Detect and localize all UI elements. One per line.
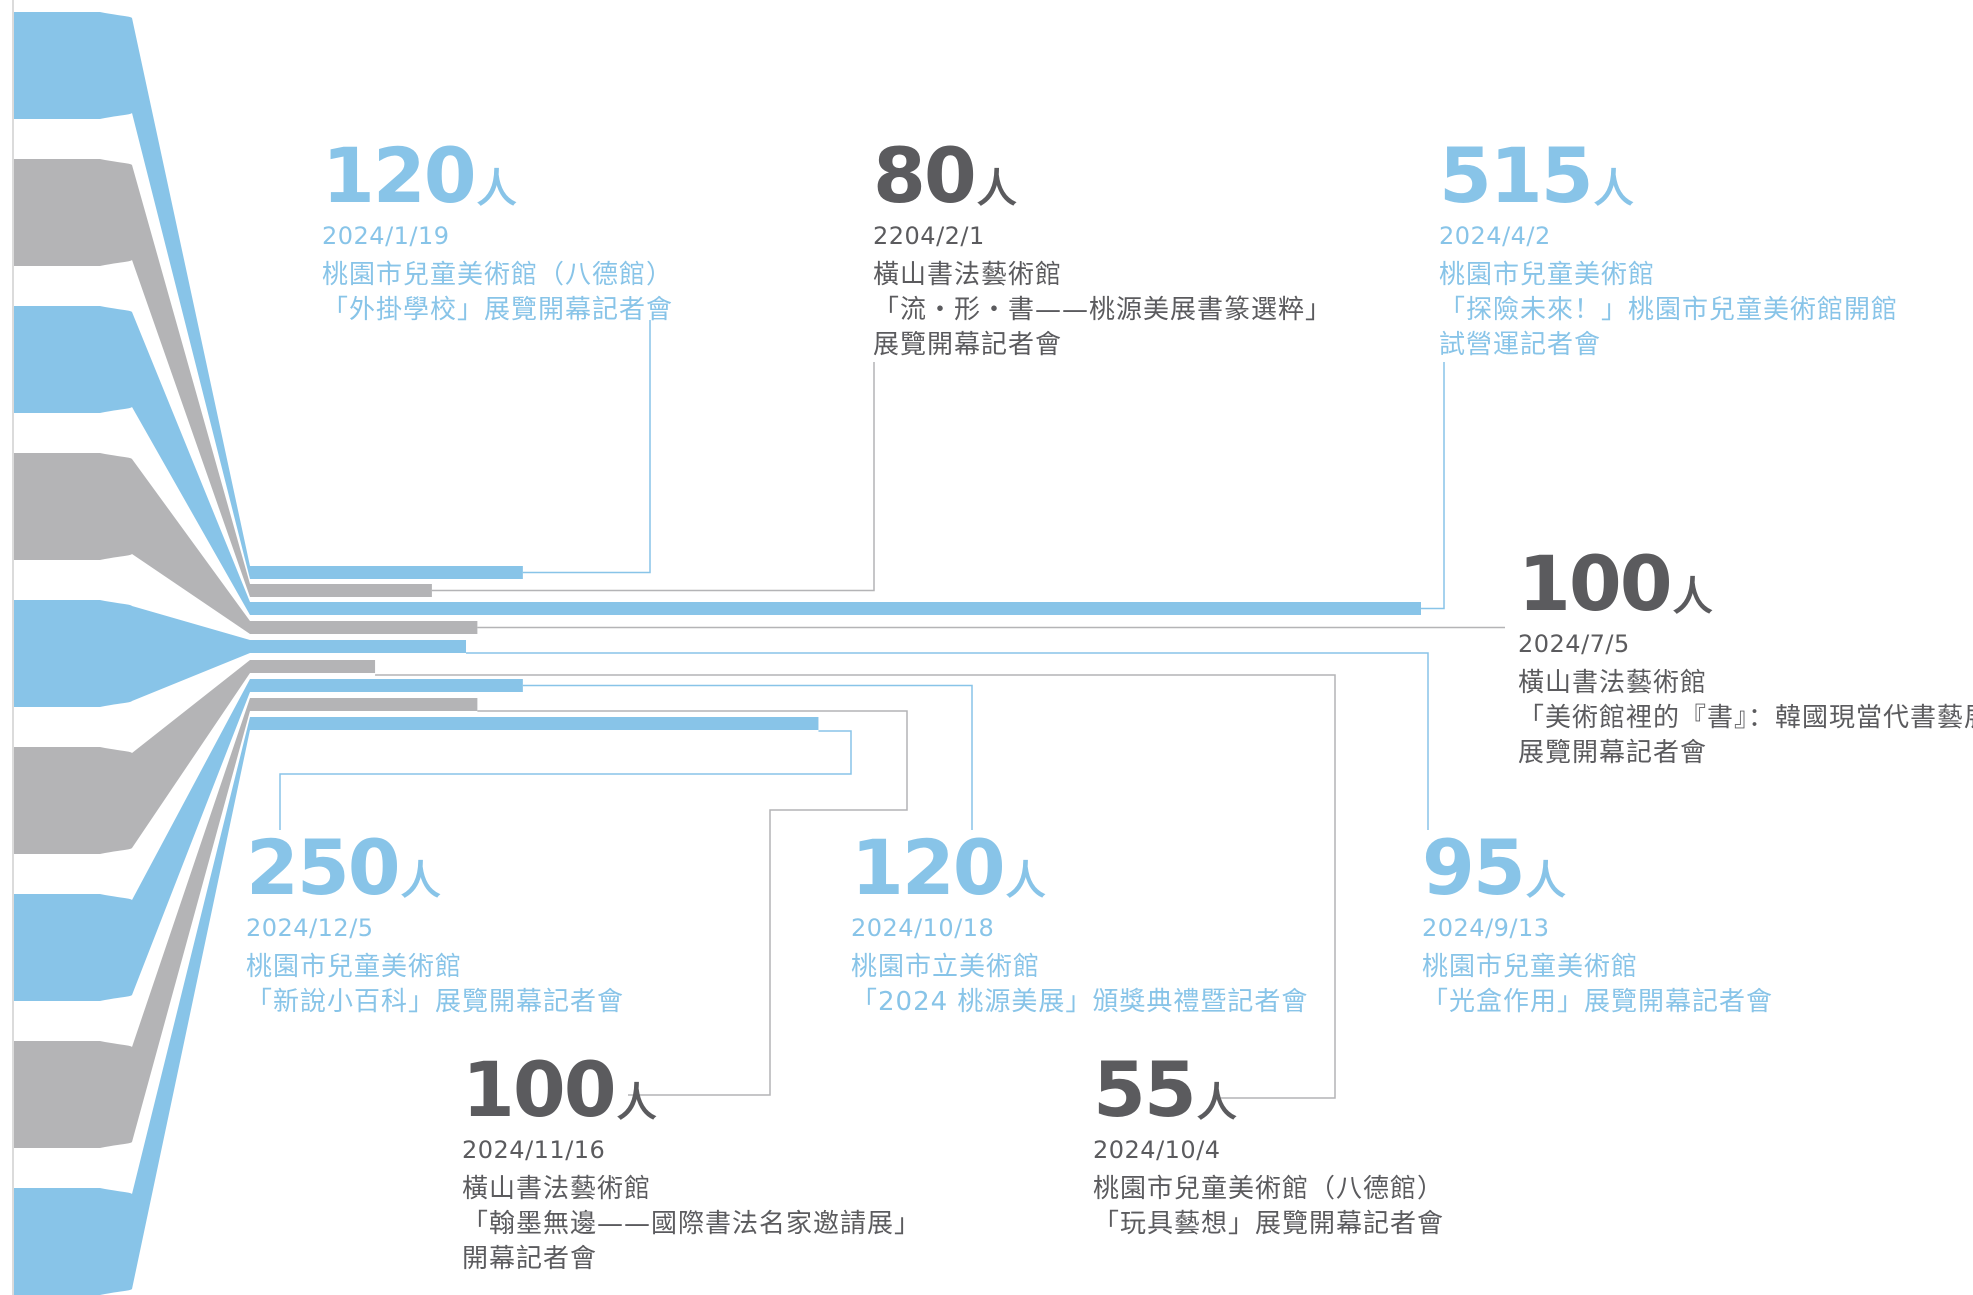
event-date: 2024/4/2 [1439, 222, 1551, 250]
event-title: 「探險未來！」桃園市兒童美術館開館 試營運記者會 [1439, 295, 1899, 360]
count-value: 515 [1439, 131, 1594, 220]
count-unit: 人 [976, 166, 1017, 212]
fan-ribbon [14, 12, 250, 579]
event-date: 2024/1/19 [322, 222, 450, 250]
event-label: 515人 2024/4/2 桃園市兒童美術館「探險未來！」桃園市兒童美術館開館 試營… [1439, 138, 1898, 363]
count-unit: 人 [476, 166, 517, 212]
bar [250, 566, 523, 579]
event-label: 120人 2024/10/18 桃園市立美術館「2024 桃源美展」頒獎典禮暨記者會 [851, 830, 1308, 1020]
leader-line [522, 684, 973, 830]
event-title: 「美術館裡的『書』：韓國現當代書藝展」 展覽開幕記者會 [1518, 703, 1973, 768]
bar [250, 679, 523, 692]
event-title: 「翰墨無邊——國際書法名家邀請展」 開幕記者會 [462, 1209, 922, 1274]
count-value: 100 [1518, 539, 1673, 628]
leader-line [431, 362, 875, 592]
count-value: 95 [1422, 823, 1526, 912]
bar [250, 698, 478, 711]
bar [250, 602, 1421, 615]
event-label: 80人 2204/2/1 橫山書法藝術館「流・形・書——桃源美展書篆選粹」 展覽開幕… [873, 138, 1332, 363]
attendance-count: 100人 [462, 1052, 921, 1128]
count-unit: 人 [1525, 858, 1566, 904]
event-venue: 桃園市兒童美術館 [1422, 952, 1639, 982]
event-date: 2024/11/16 [462, 1136, 606, 1164]
event-venue: 橫山書法藝術館 [1518, 668, 1708, 698]
fan-ribbon [14, 159, 250, 597]
leader-line [375, 674, 1336, 1099]
bar [250, 640, 467, 653]
event-title: 「光盒作用」展覽開幕記者會 [1422, 987, 1774, 1017]
leader-line [1421, 362, 1445, 610]
event-label: 95人 2024/9/13 桃園市兒童美術館「光盒作用」展覽開幕記者會 [1422, 830, 1773, 1020]
leader-lines [279, 320, 1505, 1099]
fan-ribbon [14, 453, 250, 634]
count-unit: 人 [1593, 166, 1634, 212]
event-date: 2024/7/5 [1518, 630, 1630, 658]
fan-ribbon [14, 660, 250, 854]
event-title: 「2024 桃源美展」頒獎典禮暨記者會 [851, 987, 1309, 1017]
fan-ribbon [14, 717, 250, 1295]
count-unit: 人 [1672, 574, 1713, 620]
event-venue: 桃園市兒童美術館（八德館） [1093, 1174, 1445, 1204]
leader-line [466, 652, 1429, 830]
leader-line [477, 710, 908, 1096]
bar [250, 584, 432, 597]
event-venue: 桃園市兒童美術館 [246, 952, 463, 982]
event-date: 2204/2/1 [873, 222, 985, 250]
count-value: 55 [1093, 1045, 1197, 1134]
event-venue: 橫山書法藝術館 [462, 1174, 652, 1204]
event-label: 55人 2024/10/4 桃園市兒童美術館（八德館） 「玩具藝想」展覽開幕記者會 [1093, 1052, 1444, 1242]
attendance-count: 120人 [322, 138, 673, 214]
event-title: 「流・形・書——桃源美展書篆選粹」 展覽開幕記者會 [873, 295, 1333, 360]
count-value: 80 [873, 131, 977, 220]
event-venue: 桃園市兒童美術館（八德館） [322, 260, 674, 290]
count-unit: 人 [1005, 858, 1046, 904]
fan-ribbon [14, 600, 250, 707]
count-value: 250 [246, 823, 401, 912]
bar [250, 621, 478, 634]
attendance-count: 95人 [1422, 830, 1773, 906]
count-unit: 人 [616, 1080, 657, 1126]
attendance-count: 250人 [246, 830, 624, 906]
count-unit: 人 [1196, 1080, 1237, 1126]
event-date: 2024/10/18 [851, 914, 995, 942]
bar [250, 717, 819, 730]
count-value: 100 [462, 1045, 617, 1134]
attendance-count: 515人 [1439, 138, 1898, 214]
fan-ribbon [14, 698, 250, 1148]
count-value: 120 [322, 131, 477, 220]
count-value: 120 [851, 823, 1006, 912]
event-venue: 桃園市兒童美術館 [1439, 260, 1656, 290]
count-unit: 人 [400, 858, 441, 904]
event-title: 「外掛學校」展覽開幕記者會 [322, 295, 674, 325]
event-date: 2024/12/5 [246, 914, 374, 942]
event-title: 「玩具藝想」展覽開幕記者會 [1093, 1209, 1445, 1239]
attendance-count: 120人 [851, 830, 1308, 906]
leader-line [522, 320, 651, 574]
fan-ribbon [14, 679, 250, 1001]
event-title: 「新說小百科」展覽開幕記者會 [246, 987, 625, 1017]
event-label: 100人 2024/7/5 橫山書法藝術館「美術館裡的『書』：韓國現當代書藝展」 展… [1518, 546, 1973, 771]
bar [250, 660, 376, 673]
attendance-count: 80人 [873, 138, 1332, 214]
bars [250, 566, 1421, 730]
event-venue: 桃園市立美術館 [851, 952, 1041, 982]
attendance-count: 55人 [1093, 1052, 1444, 1128]
fan-ribbons [14, 12, 250, 1295]
event-label: 120人 2024/1/19 桃園市兒童美術館（八德館） 「外掛學校」展覽開幕記者會 [322, 138, 673, 328]
attendance-count: 100人 [1518, 546, 1973, 622]
event-label: 250人 2024/12/5 桃園市兒童美術館「新說小百科」展覽開幕記者會 [246, 830, 624, 1020]
event-label: 100人 2024/11/16 橫山書法藝術館「翰墨無邊——國際書法名家邀請展」 開… [462, 1052, 921, 1277]
event-date: 2024/9/13 [1422, 914, 1550, 942]
event-venue: 橫山書法藝術館 [873, 260, 1063, 290]
fan-ribbon [14, 306, 250, 615]
leader-line [279, 730, 852, 830]
event-date: 2024/10/4 [1093, 1136, 1221, 1164]
